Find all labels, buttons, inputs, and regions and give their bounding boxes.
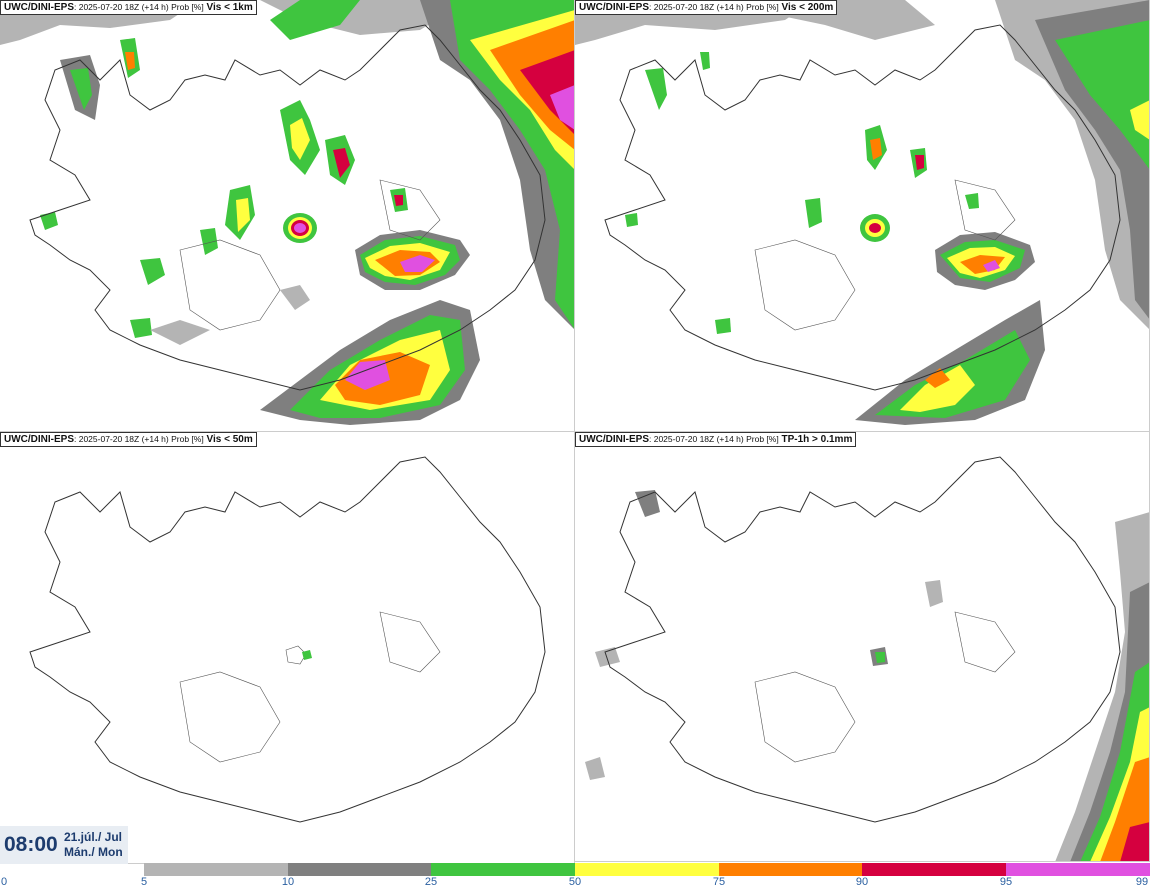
legend-tick-label: 75 — [712, 876, 726, 888]
legend-tick-label: 0 — [0, 876, 8, 888]
legend-tick-label: 90 — [855, 876, 869, 888]
legend-swatch — [575, 863, 719, 876]
panel-title: UWC/DINI-EPS: 2025-07-20 18Z (+14 h) Pro… — [0, 432, 257, 447]
valid-time: 08:00 — [4, 833, 58, 856]
model-name: UWC/DINI-EPS — [4, 434, 74, 445]
map-vis-1km — [0, 0, 574, 425]
model-name: UWC/DINI-EPS — [579, 2, 649, 13]
valid-time-box: 08:00 21.júl./ Jul Mán./ Mon — [0, 826, 128, 864]
variable-name: Vis < 50m — [206, 434, 253, 445]
legend-tick-label: 50 — [568, 876, 582, 888]
legend-swatch — [288, 863, 431, 876]
variable-name: Vis < 1km — [206, 2, 253, 13]
run-info: : 2025-07-20 18Z (+14 h) Prob [%] — [74, 434, 204, 444]
map-vis-200m — [575, 0, 1149, 425]
run-info: : 2025-07-20 18Z (+14 h) Prob [%] — [649, 434, 779, 444]
map-panel-precip: UWC/DINI-EPS: 2025-07-20 18Z (+14 h) Pro… — [575, 432, 1150, 862]
panel-title: UWC/DINI-EPS: 2025-07-20 18Z (+14 h) Pro… — [575, 0, 838, 15]
valid-date-line1: 21.júl./ Jul — [64, 830, 123, 844]
map-panel-vis-1km: UWC/DINI-EPS: 2025-07-20 18Z (+14 h) Pro… — [0, 0, 575, 432]
model-name: UWC/DINI-EPS — [4, 2, 74, 13]
map-panel-vis-200m: UWC/DINI-EPS: 2025-07-20 18Z (+14 h) Pro… — [575, 0, 1150, 432]
legend-tick-label: 25 — [424, 876, 438, 888]
legend-swatch — [431, 863, 575, 876]
map-precip — [585, 456, 1149, 861]
legend-swatch — [144, 863, 288, 876]
map-vis-50m — [29, 456, 546, 823]
valid-date: 21.júl./ Jul Mán./ Mon — [64, 830, 123, 860]
map-panel-vis-50m: UWC/DINI-EPS: 2025-07-20 18Z (+14 h) Pro… — [0, 432, 575, 864]
panel-title: UWC/DINI-EPS: 2025-07-20 18Z (+14 h) Pro… — [0, 0, 257, 15]
legend-ticks: 0 5 10 25 50 75 90 95 99 — [0, 876, 1150, 891]
legend-swatch — [719, 863, 862, 876]
legend-swatch — [1006, 863, 1150, 876]
model-name: UWC/DINI-EPS — [579, 434, 649, 445]
legend-tick-label: 10 — [281, 876, 295, 888]
legend-colorbar — [144, 863, 1150, 876]
run-info: : 2025-07-20 18Z (+14 h) Prob [%] — [74, 2, 204, 12]
variable-name: Vis < 200m — [781, 2, 834, 13]
legend-tick-label: 95 — [999, 876, 1013, 888]
valid-date-line2: Mán./ Mon — [64, 845, 123, 859]
variable-name: TP-1h > 0.1mm — [781, 434, 853, 445]
panel-title: UWC/DINI-EPS: 2025-07-20 18Z (+14 h) Pro… — [575, 432, 857, 447]
run-info: : 2025-07-20 18Z (+14 h) Prob [%] — [649, 2, 779, 12]
legend-tick-label: 5 — [140, 876, 148, 888]
legend-tick-label: 99 — [1135, 876, 1149, 888]
legend-swatch — [862, 863, 1006, 876]
